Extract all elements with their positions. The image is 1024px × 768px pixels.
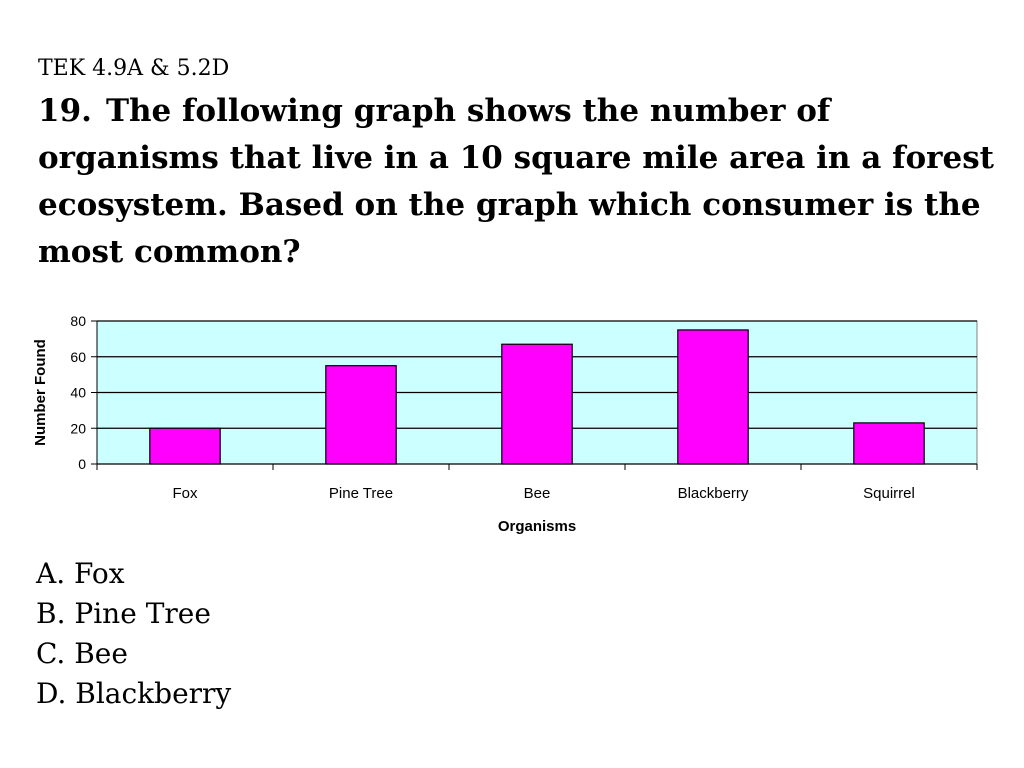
answer-c[interactable]: C. Bee: [36, 634, 231, 674]
y-tick-label: 60: [70, 349, 86, 365]
answer-a[interactable]: A. Fox: [36, 554, 231, 594]
question: 19. The following graph shows the number …: [38, 88, 998, 276]
answer-letter: A.: [36, 557, 66, 590]
bar: [149, 427, 221, 465]
question-number: 19.: [38, 93, 92, 129]
answer-letter: B.: [36, 597, 66, 630]
answer-text: Bee: [74, 637, 128, 670]
x-axis-title: Organisms: [498, 518, 576, 535]
x-tick-label: Squirrel: [863, 485, 915, 502]
answer-letter: C.: [36, 637, 66, 670]
bar: [325, 365, 397, 465]
question-text: The following graph shows the number of …: [38, 93, 994, 270]
x-tick-label: Blackberry: [678, 485, 749, 502]
answer-letter: D.: [36, 677, 67, 710]
y-tick-label: 20: [70, 420, 86, 436]
y-axis-title: Number Found: [32, 339, 49, 446]
answer-text: Fox: [74, 557, 125, 590]
y-tick-label: 0: [78, 456, 86, 472]
bar-chart: 0 20 40 60 80 Fox Pine Tree Bee Blackberry Squirr…: [0, 300, 1024, 550]
standard-label: TEK 4.9A & 5.2D: [38, 56, 230, 81]
x-tick-label: Fox: [172, 485, 198, 502]
x-tick-label: Pine Tree: [329, 485, 393, 502]
answer-b[interactable]: B. Pine Tree: [36, 594, 231, 634]
answer-d[interactable]: D. Blackberry: [36, 674, 231, 714]
y-tick-label: 40: [70, 385, 86, 401]
bar: [677, 329, 749, 465]
answer-list: A. Fox B. Pine Tree C. Bee D. Blackberry: [36, 554, 231, 714]
bar: [501, 343, 573, 465]
answer-text: Pine Tree: [74, 597, 211, 630]
x-tick-label: Bee: [524, 485, 551, 502]
bar: [853, 422, 925, 465]
y-tick-label: 80: [70, 313, 86, 329]
answer-text: Blackberry: [75, 677, 232, 710]
chart-svg: 0 20 40 60 80 Fox Pine Tree Bee Blackberry Squirr…: [32, 313, 978, 535]
